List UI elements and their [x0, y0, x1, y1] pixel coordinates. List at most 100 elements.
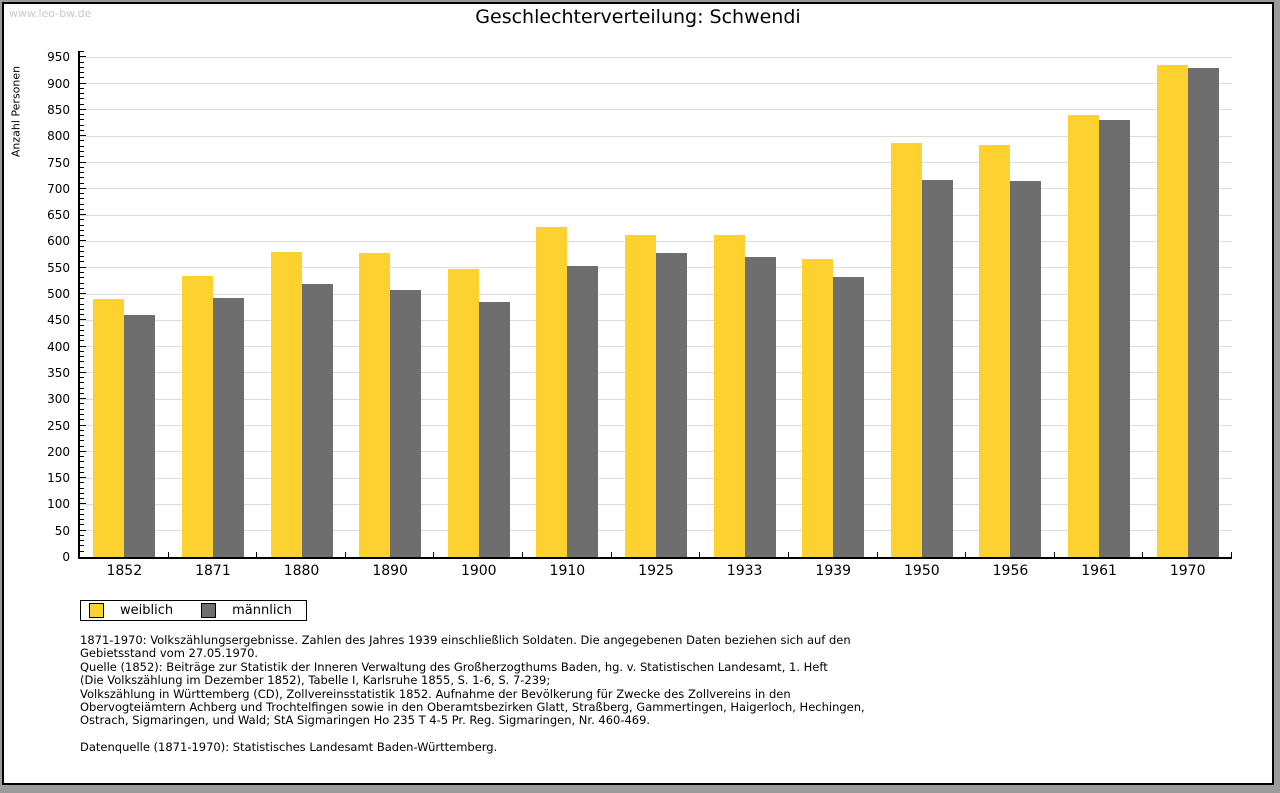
y-tick-label: 500	[47, 287, 70, 302]
x-tick-label: 1961	[1081, 563, 1117, 579]
y-tick-label: 300	[47, 392, 70, 407]
bar-group-1890: 1890	[346, 51, 435, 579]
y-minor-tick	[80, 87, 84, 89]
x-boundary-tick	[1231, 552, 1232, 557]
y-major-tick	[80, 135, 86, 137]
bar-weiblich-1925	[624, 234, 656, 557]
x-tick-label: 1950	[904, 563, 940, 579]
y-minor-tick	[80, 519, 84, 521]
y-tick-label: 250	[47, 418, 70, 433]
bar-männlich-1939	[833, 277, 865, 557]
y-minor-tick	[80, 72, 84, 74]
bar-weiblich-1880	[270, 251, 302, 557]
x-tick-label: 1871	[195, 563, 231, 579]
x-boundary-tick	[344, 552, 346, 557]
y-minor-tick	[80, 208, 84, 210]
y-major-tick	[80, 214, 86, 216]
y-major-tick	[80, 503, 86, 505]
y-major-tick	[80, 345, 86, 347]
y-major-tick	[80, 187, 86, 189]
y-tick-label: 850	[47, 102, 70, 117]
bar-group-1933: 1933	[700, 51, 789, 579]
y-minor-tick	[80, 51, 84, 53]
y-minor-tick	[80, 287, 84, 289]
x-boundary-tick	[433, 552, 435, 557]
y-minor-tick	[80, 356, 84, 358]
y-minor-tick	[80, 445, 84, 447]
y-tick-label: 550	[47, 260, 70, 275]
x-tick-label: 1880	[283, 563, 320, 579]
y-minor-tick	[80, 140, 84, 142]
y-major-tick	[80, 371, 86, 373]
y-minor-tick	[80, 550, 84, 552]
bar-weiblich-1910	[536, 226, 568, 557]
y-minor-tick	[80, 429, 84, 431]
y-minor-tick	[80, 151, 84, 152]
y-minor-tick	[80, 203, 84, 205]
y-minor-tick	[80, 103, 84, 105]
footnote-line: (Die Volkszählung im Dezember 1852), Tab…	[80, 673, 551, 688]
y-minor-tick	[80, 172, 84, 174]
bar-männlich-1910	[567, 265, 599, 557]
y-minor-tick	[80, 166, 84, 168]
y-minor-tick	[80, 382, 84, 384]
y-minor-tick	[80, 361, 84, 363]
bar-group-1939: 1939	[789, 51, 878, 579]
y-major-tick	[80, 477, 86, 479]
y-tick-label: 50	[54, 523, 70, 538]
x-tick-label: 1900	[460, 563, 497, 579]
y-minor-tick	[80, 487, 84, 489]
y-minor-tick	[80, 129, 84, 131]
x-boundary-tick	[522, 552, 524, 557]
y-major-tick	[80, 424, 86, 426]
y-minor-tick	[80, 329, 84, 331]
gridline	[80, 135, 1232, 137]
gridline	[80, 162, 1232, 164]
y-minor-tick	[80, 156, 84, 158]
legend-swatch-weiblich	[89, 603, 104, 618]
footnote-line: Datenquelle (1871-1970): Statistisches L…	[80, 740, 498, 755]
x-boundary-tick	[256, 552, 258, 557]
y-minor-tick	[80, 513, 84, 515]
gridline	[80, 240, 1232, 242]
y-major-tick	[80, 450, 86, 452]
y-minor-tick	[80, 498, 84, 500]
footnote-line: Obervogteiämtern Achberg und Trochtelfin…	[80, 700, 865, 715]
y-minor-tick	[80, 303, 84, 305]
y-minor-tick	[80, 145, 84, 147]
y-minor-tick	[80, 277, 84, 279]
y-major-tick	[80, 82, 86, 84]
y-minor-tick	[80, 508, 84, 510]
y-tick-label: 450	[47, 313, 70, 328]
y-minor-tick	[80, 387, 84, 389]
y-minor-tick	[80, 124, 84, 126]
y-minor-tick	[80, 408, 84, 410]
y-major-tick	[80, 529, 86, 531]
y-minor-tick	[80, 350, 84, 352]
bar-männlich-1961	[1099, 119, 1131, 557]
bar-group-1950: 1950	[878, 51, 967, 579]
bar-männlich-1950	[921, 180, 953, 557]
footnote-line: Quelle (1852): Beiträge zur Statistik de…	[80, 659, 828, 674]
y-minor-tick	[80, 256, 84, 258]
footnote-line	[80, 728, 1200, 741]
y-minor-tick	[80, 271, 84, 273]
y-minor-tick	[80, 314, 84, 316]
x-boundary-tick	[167, 552, 169, 557]
bar-group-1925: 1925	[612, 51, 701, 579]
y-tick-label: 650	[47, 208, 70, 223]
footnote-line: Gebietsstand vom 27.05.1970.	[80, 646, 259, 661]
chart-title: Geschlechterverteilung: Schwendi	[475, 6, 801, 28]
y-minor-tick	[80, 193, 84, 195]
y-minor-tick	[80, 419, 84, 421]
y-minor-tick	[80, 324, 84, 326]
y-tick-label: 800	[47, 129, 70, 144]
y-tick-label: 100	[47, 497, 70, 512]
y-tick-label: 700	[47, 181, 70, 196]
y-tick-label: 900	[47, 76, 70, 91]
bar-männlich-1852	[124, 314, 156, 557]
watermark: www.leo-bw.de	[9, 7, 92, 20]
x-boundary-tick	[1053, 552, 1055, 557]
y-minor-tick	[80, 492, 84, 494]
